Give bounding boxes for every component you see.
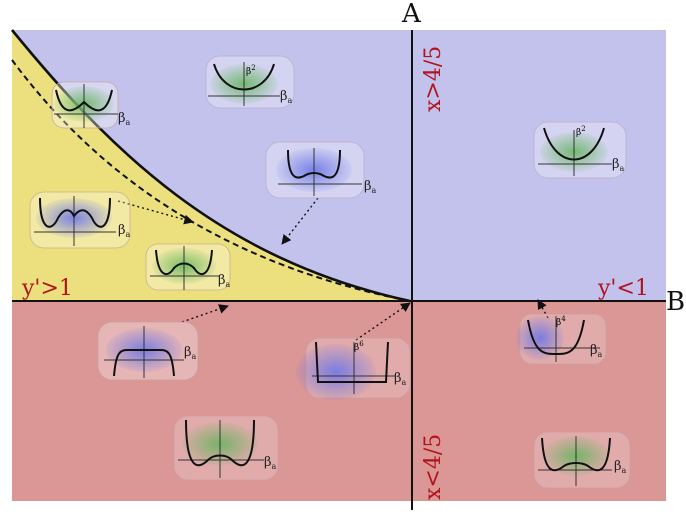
exponent-label: β2 [246, 64, 256, 77]
dashed-boundary-curve [11, 59, 411, 302]
exponent-label: β4 [556, 315, 566, 328]
coupling-label: βa [218, 273, 231, 289]
flat-bottom-inset-lower: βa [97, 321, 199, 381]
sixth-order-inset: β6 βa [296, 337, 411, 400]
region-label-left: y'>1 [21, 276, 73, 301]
double-well-inset-lower-right: βa [533, 431, 631, 489]
arrow-from-lower-left [181, 304, 229, 323]
svg-text:βa: βa [118, 111, 131, 127]
quadratic-inset-top: β2 βa [205, 55, 295, 109]
triple-well-inset-left: βa [29, 191, 131, 249]
double-well-small-inset: βa [51, 81, 131, 129]
arrow-from-quartic [537, 299, 549, 319]
arrow-to-origin [355, 302, 411, 341]
region-label-lower: x<4/5 [421, 434, 446, 500]
exponent-label: β6 [354, 340, 364, 353]
coupling-label: βa [364, 179, 377, 195]
coupling-label: βa [394, 371, 407, 387]
quadratic-inset-right: β2 βa [533, 121, 627, 179]
coupling-label: βa [118, 223, 131, 239]
coupling-label: βa [590, 343, 603, 359]
coupling-label: β [118, 111, 126, 126]
exponent-label: β2 [576, 125, 586, 138]
solid-boundary-curve [10, 29, 411, 303]
coupling-label: βa [184, 345, 197, 361]
coupling-label: βa [612, 157, 625, 173]
region-label-upper: x>4/5 [421, 46, 446, 112]
flat-bottom-inset-top: βa [265, 141, 377, 199]
region-label-right: y'<1 [597, 276, 649, 301]
double-well-inset-lower: βa [173, 415, 279, 481]
shallow-wells-inset-yellow: βa [145, 243, 231, 291]
axis-label-b: B [666, 287, 685, 317]
quartic-inset: β4 βa [516, 313, 607, 365]
axis-label-a: A [401, 0, 422, 29]
coupling-label: βa [264, 455, 277, 471]
coupling-label: βa [280, 89, 293, 105]
yellow-region [12, 30, 410, 301]
coupling-label: βa [614, 459, 627, 475]
